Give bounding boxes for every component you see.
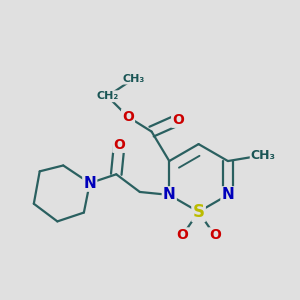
Text: O: O <box>209 228 221 242</box>
Text: O: O <box>172 113 184 127</box>
Text: N: N <box>221 188 234 202</box>
Text: CH₃: CH₃ <box>251 149 276 162</box>
Text: O: O <box>176 228 188 242</box>
Text: CH₃: CH₃ <box>123 74 145 84</box>
Text: O: O <box>122 110 134 124</box>
Text: N: N <box>83 176 96 190</box>
Text: N: N <box>163 188 175 202</box>
Text: S: S <box>193 203 205 221</box>
Text: CH₂: CH₂ <box>96 91 118 101</box>
Text: O: O <box>113 138 125 152</box>
